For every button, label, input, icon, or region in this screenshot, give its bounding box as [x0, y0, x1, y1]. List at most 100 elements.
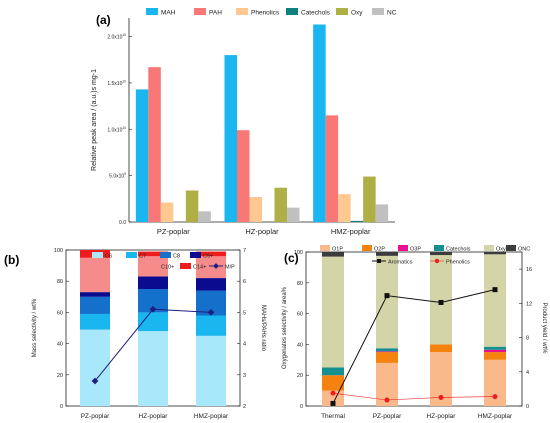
legend-label-c-o1p: O1P	[332, 247, 343, 253]
y2-tick-label-c: 16	[526, 267, 532, 273]
bar-oxy-hmz-poplar	[363, 176, 376, 222]
legend-swatch-c-oxy	[484, 245, 494, 251]
legend-label-b-c6: C6	[105, 254, 112, 260]
y-axis-label-a: Relative peak area / (a.u.)s mg-1	[91, 69, 98, 171]
bar-o2p-hz-poplar	[430, 344, 452, 353]
marker-aromatics	[438, 299, 444, 305]
bar-onc-pz-poplar	[376, 252, 398, 256]
y2-tick-label-b: 7	[243, 248, 246, 254]
marker-aromatics	[330, 400, 336, 406]
y2-tick-label-c: 8	[526, 336, 529, 342]
bar-o3p-hmz-poplar	[484, 349, 506, 353]
bar-oxy-pz-poplar	[376, 255, 398, 349]
x-tick-label-b: HZ-poplar	[139, 413, 169, 420]
bar-catechols-pz-poplar	[376, 348, 398, 352]
bar-c6-pz-poplar	[80, 329, 110, 406]
y2-tick-label-b: 5	[243, 310, 246, 316]
bar-c10-hmz-poplar	[196, 256, 226, 279]
bar-nc-hz-poplar	[287, 207, 300, 222]
legend-swatch-b-c14	[180, 263, 191, 269]
bar-catechols-thermal	[322, 367, 344, 376]
y2-tick-label-c: 0	[526, 404, 529, 410]
y2-axis-label-c: Product yield / wt%	[541, 302, 547, 354]
legend-swatch-a-phenolics	[236, 8, 248, 15]
y-tick-label-a: 5.0x109	[109, 172, 126, 180]
panel-label-c: (c)	[284, 251, 299, 265]
y-tick-label-c: 20	[297, 373, 303, 379]
legend-label-b-c7: C7	[139, 254, 146, 260]
bar-c7-hz-poplar	[138, 312, 168, 332]
bar-phenolics-hmz-poplar	[338, 194, 351, 222]
bar-oxy-pz-poplar	[185, 190, 199, 222]
x-tick-label-a: HMZ-poplar	[331, 227, 371, 236]
bar-oxy-hmz-poplar	[484, 254, 506, 347]
bar-pah-hz-poplar	[237, 130, 250, 222]
legend-swatch-b-c8	[160, 252, 171, 258]
legend-label-b-c14: C14+	[193, 265, 206, 271]
y2-tick-label-b: 3	[243, 373, 246, 379]
bar-c6-hz-poplar	[138, 331, 168, 406]
bar-c9-hz-poplar	[138, 276, 168, 289]
y2-tick-label-b: 2	[243, 404, 246, 410]
bar-pah-hmz-poplar	[325, 115, 339, 222]
bar-oxy-hz-poplar	[274, 187, 287, 222]
bar-o1p-pz-poplar	[376, 362, 398, 406]
y-tick-label-b: 80	[57, 279, 63, 285]
legend-swatch-c-onc	[506, 245, 516, 251]
x-tick-label-c: PZ-poplar	[373, 413, 402, 420]
marker-m-p	[149, 305, 157, 313]
bar-o1p-hz-poplar	[430, 352, 452, 406]
bar-o1p-hmz-poplar	[484, 359, 506, 406]
y-tick-label-c: 40	[297, 342, 303, 348]
bar-nc-hmz-poplar	[375, 204, 389, 222]
legend-swatch-b-c9	[190, 252, 201, 258]
bar-pah-pz-poplar	[148, 67, 161, 223]
legend-label-a-phenolics: Phenolics	[251, 10, 280, 17]
bar-c7-hmz-poplar	[196, 315, 226, 336]
y-tick-label-b: 40	[57, 342, 63, 348]
bar-c10-pz-poplar	[80, 257, 110, 293]
y-tick-label-c: 0	[300, 404, 303, 410]
legend-swatch-b-c10	[148, 263, 159, 269]
legend-swatch-b-c7	[126, 252, 137, 258]
x-tick-label-a: HZ-poplar	[245, 227, 279, 236]
bar-onc-thermal	[322, 252, 344, 257]
bar-oxy-thermal	[322, 256, 344, 368]
legend-label-c-onc: ONC	[518, 247, 530, 253]
bar-catechols-hmz-poplar	[350, 220, 364, 222]
x-tick-label-c: HMZ-poplar	[478, 413, 513, 420]
bar-o2p-hmz-poplar	[484, 352, 506, 360]
line-aromatics	[332, 289, 496, 404]
bar-c14-hz-poplar	[138, 251, 168, 257]
marker-phenolics	[384, 397, 390, 403]
marker-aromatics	[492, 287, 498, 293]
bar-c8-pz-poplar	[80, 296, 110, 314]
plot-frame-c	[305, 251, 523, 407]
bar-c9-pz-poplar	[80, 292, 110, 297]
bar-o1p-thermal	[322, 390, 344, 406]
bar-c6-hmz-poplar	[196, 335, 226, 406]
y-axis-label-b: Mass selectivity / wt%	[32, 298, 38, 357]
legend-label-b-c10: C10+	[161, 265, 174, 271]
marker-m-p	[91, 377, 99, 385]
marker-m-p	[207, 309, 215, 316]
y-tick-label-c: 60	[297, 312, 303, 318]
bar-phenolics-hz-poplar	[249, 196, 262, 222]
legend-label-b-c9: C9+	[203, 254, 213, 260]
bar-onc-hmz-poplar	[484, 252, 506, 255]
legend-label-c-o3p: O3P	[410, 247, 421, 253]
legend-marker-b-m-p	[213, 263, 219, 269]
panel-label-a: (a)	[96, 13, 111, 27]
legend-swatch-b-c6	[92, 252, 103, 258]
legend-label-c-oxy: Oxy	[496, 247, 506, 253]
bar-o3p-pz-poplar	[376, 351, 398, 353]
bar-mah-pz-poplar	[135, 89, 149, 223]
legend-label-c-phenolics: Phenolics	[446, 260, 470, 266]
y-tick-label-a: 2.0x1010	[107, 33, 126, 41]
marker-phenolics	[492, 394, 498, 400]
panel-label-b: (b)	[4, 253, 19, 267]
y-axis-label-c: Oxygenates selectivity / area%	[282, 286, 288, 369]
legend-swatch-a-catechols	[286, 8, 298, 15]
bar-phenolics-pz-poplar	[160, 202, 174, 222]
marker-aromatics	[384, 293, 390, 299]
